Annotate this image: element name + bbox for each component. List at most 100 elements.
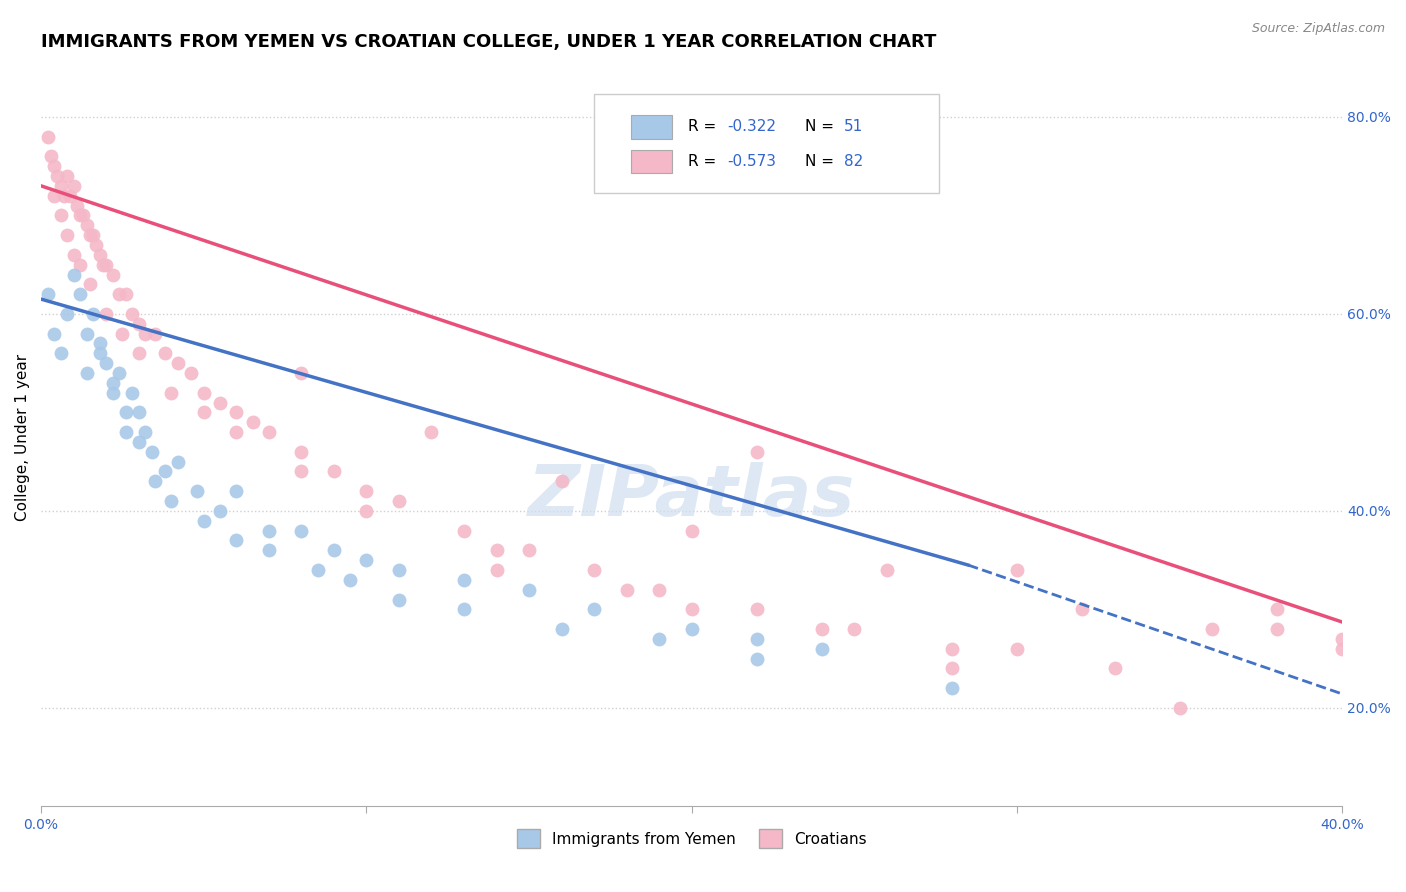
Point	[941, 661, 963, 675]
Point	[166, 356, 188, 370]
Point	[1201, 622, 1223, 636]
Point	[82, 228, 104, 243]
Point	[69, 287, 91, 301]
Point	[1396, 455, 1406, 469]
Point	[153, 465, 176, 479]
Point	[96, 356, 118, 370]
Point	[49, 178, 72, 193]
Point	[96, 307, 118, 321]
Point	[114, 405, 136, 419]
Point	[52, 188, 75, 202]
Point	[257, 425, 280, 439]
Point	[681, 622, 703, 636]
Point	[1005, 641, 1028, 656]
Point	[1265, 602, 1288, 616]
Point	[72, 208, 94, 222]
Point	[193, 385, 215, 400]
Point	[208, 504, 231, 518]
Point	[810, 641, 832, 656]
Point	[128, 317, 150, 331]
Point	[242, 415, 264, 429]
Point	[290, 524, 312, 538]
Point	[66, 198, 89, 212]
Point	[388, 563, 411, 577]
Point	[89, 248, 111, 262]
Point	[1331, 632, 1354, 646]
Point	[37, 129, 59, 144]
Point	[108, 287, 131, 301]
Point	[42, 159, 65, 173]
Point	[1005, 563, 1028, 577]
Point	[128, 434, 150, 449]
Point	[257, 543, 280, 558]
Point	[616, 582, 638, 597]
Point	[1071, 602, 1094, 616]
Point	[485, 543, 508, 558]
Point	[453, 573, 475, 587]
Point	[193, 405, 215, 419]
Point	[143, 475, 166, 489]
Point	[153, 346, 176, 360]
Point	[101, 268, 124, 282]
Point	[62, 268, 84, 282]
Point	[583, 563, 606, 577]
Point	[121, 307, 143, 321]
Point	[681, 524, 703, 538]
Point	[681, 602, 703, 616]
Point	[121, 385, 143, 400]
Point	[62, 178, 84, 193]
Point	[193, 514, 215, 528]
FancyBboxPatch shape	[630, 150, 672, 173]
Point	[876, 563, 898, 577]
Point	[453, 524, 475, 538]
Point	[101, 376, 124, 390]
Point	[69, 208, 91, 222]
Point	[322, 465, 344, 479]
Point	[114, 287, 136, 301]
Point	[208, 395, 231, 409]
Point	[648, 632, 671, 646]
Point	[307, 563, 329, 577]
FancyBboxPatch shape	[630, 115, 672, 138]
Point	[79, 277, 101, 292]
Point	[42, 326, 65, 341]
Point	[160, 385, 183, 400]
Point	[648, 582, 671, 597]
Text: -0.322: -0.322	[727, 120, 776, 135]
Text: ZIPatlas: ZIPatlas	[529, 462, 855, 531]
Text: R =: R =	[688, 120, 721, 135]
Point	[89, 346, 111, 360]
Point	[143, 326, 166, 341]
Text: N =: N =	[804, 154, 839, 169]
Point	[745, 632, 768, 646]
Point	[96, 258, 118, 272]
Point	[76, 326, 98, 341]
FancyBboxPatch shape	[595, 94, 939, 194]
Point	[59, 188, 82, 202]
Point	[1331, 641, 1354, 656]
Point	[810, 622, 832, 636]
Point	[62, 248, 84, 262]
Point	[128, 346, 150, 360]
Point	[101, 385, 124, 400]
Point	[111, 326, 134, 341]
Point	[339, 573, 361, 587]
Point	[49, 346, 72, 360]
Point	[453, 602, 475, 616]
Point	[583, 602, 606, 616]
Point	[356, 504, 378, 518]
Point	[39, 149, 62, 163]
Point	[180, 366, 202, 380]
Point	[322, 543, 344, 558]
Point	[225, 533, 247, 548]
Text: N =: N =	[804, 120, 839, 135]
Point	[160, 494, 183, 508]
Point	[290, 444, 312, 458]
Point	[134, 326, 156, 341]
Text: IMMIGRANTS FROM YEMEN VS CROATIAN COLLEGE, UNDER 1 YEAR CORRELATION CHART: IMMIGRANTS FROM YEMEN VS CROATIAN COLLEG…	[41, 33, 936, 51]
Point	[134, 425, 156, 439]
Point	[356, 484, 378, 499]
Point	[388, 592, 411, 607]
Point	[37, 287, 59, 301]
Point	[56, 169, 79, 183]
